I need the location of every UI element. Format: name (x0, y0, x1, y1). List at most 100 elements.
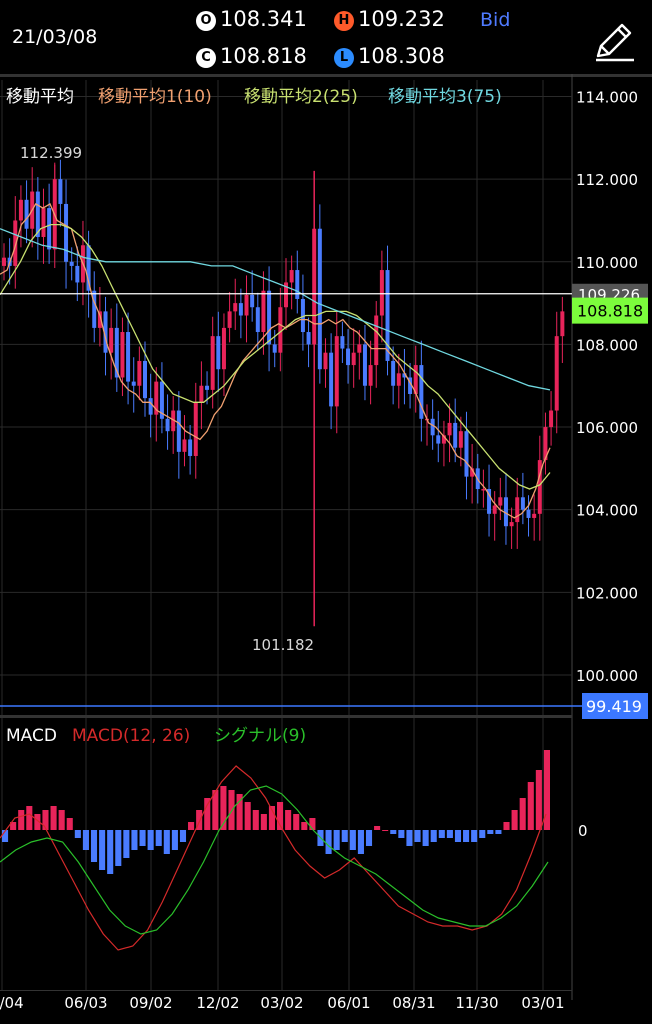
candle-body (126, 332, 131, 382)
ma-legend-item-1: 移動平均1(10) (98, 87, 212, 107)
macd-histogram-bar (301, 822, 308, 830)
candle-body (35, 191, 40, 237)
open-value: 108.341 (220, 7, 307, 31)
macd-histogram-bar (438, 830, 445, 838)
candle-body (227, 311, 232, 328)
macd-histogram-bar (26, 806, 33, 830)
lower-reference-label: 99.419 (586, 697, 642, 716)
candle-body (532, 513, 537, 518)
macd-legend-item-0: MACD (6, 726, 57, 746)
macd-histogram-bar (543, 750, 550, 830)
close-value: 108.818 (220, 44, 307, 68)
macd-line (0, 765, 547, 951)
candle-body (385, 270, 390, 361)
candle-body (154, 381, 159, 415)
macd-zero-label: 0 (578, 822, 588, 840)
low-annotation: 101.182 (252, 636, 314, 654)
macd-histogram-bar (228, 790, 235, 830)
candle-body (323, 352, 328, 370)
candle-body (267, 290, 272, 345)
candle-body (453, 422, 458, 448)
x-tick-label: 11/30 (455, 994, 498, 1012)
candle-body (481, 489, 486, 491)
close-badge: C (196, 48, 216, 68)
candle-body (329, 352, 334, 407)
candle-body (334, 336, 339, 407)
macd-histogram-bar (390, 830, 397, 834)
candle-body (109, 327, 114, 353)
macd-histogram-bar (406, 830, 413, 846)
x-tick-label: 06/03 (64, 994, 107, 1012)
macd-histogram-bar (471, 830, 478, 842)
candle-body (58, 179, 63, 204)
candle-body (199, 385, 204, 403)
candle-body (69, 261, 74, 266)
macd-histogram-bar (188, 822, 195, 830)
macd-histogram-bar (179, 830, 187, 842)
pencil-icon[interactable] (590, 16, 638, 64)
macd-histogram-bar (107, 830, 114, 874)
macd-histogram-bar (374, 826, 381, 830)
high-price: H 109.232 (334, 7, 445, 31)
candle-body (368, 365, 373, 386)
candle-body (340, 336, 345, 349)
candle-body (233, 303, 238, 312)
current-price-badge (572, 297, 648, 324)
candle-body (278, 307, 283, 353)
candle-body (13, 220, 18, 266)
current-price-label: 108.818 (577, 302, 643, 321)
macd-histogram-bar (50, 806, 57, 830)
candle-body (379, 270, 384, 316)
candle-body (357, 344, 362, 353)
y-tick-label: 104.000 (576, 502, 638, 520)
macd-histogram-bar (414, 830, 421, 842)
candle-body (103, 311, 108, 353)
candle-body (238, 303, 243, 316)
low-badge: L (334, 48, 354, 68)
high-annotation: 112.399 (20, 144, 82, 162)
candle-body (120, 332, 125, 378)
candle-body (216, 336, 221, 370)
macd-histogram-bar (196, 810, 203, 830)
macd-histogram-bar (212, 790, 219, 830)
candle-body (165, 418, 170, 432)
candle-body (526, 509, 531, 518)
candle-body (295, 270, 300, 299)
high-badge: H (334, 11, 354, 31)
candle-body (47, 208, 52, 250)
candle-body (205, 385, 210, 390)
macd-histogram-bar (123, 830, 130, 858)
candle-body (159, 381, 164, 419)
candle-body (64, 203, 69, 262)
candle-body (306, 332, 311, 345)
candle-body (171, 410, 176, 432)
candle-body (503, 497, 508, 527)
lower-reference-badge (582, 693, 648, 719)
y-tick-label: 106.000 (576, 419, 638, 437)
macd-histogram-bar (430, 830, 437, 842)
open-price: O 108.341 (196, 7, 307, 31)
candle-body (419, 365, 424, 419)
candle-body (137, 360, 142, 386)
candle-body (470, 468, 475, 477)
candle-body (75, 265, 80, 283)
candle-body (24, 199, 29, 229)
candle-body (391, 360, 396, 386)
candle-body (97, 311, 102, 328)
macd-histogram-bar (495, 830, 502, 834)
macd-histogram-bar (446, 830, 453, 838)
macd-histogram-bar (115, 830, 122, 866)
macd-histogram-bar (10, 822, 17, 830)
candle-body (413, 365, 418, 394)
macd-histogram-bar (147, 830, 154, 850)
price-type-bid[interactable]: Bid (480, 9, 511, 31)
candle-body (362, 344, 367, 386)
candle-body (261, 290, 266, 333)
candle-body (41, 208, 46, 237)
candle-body (250, 294, 255, 308)
macd-histogram-bar (139, 830, 146, 846)
macd-histogram-bar (293, 814, 300, 830)
candle-body (18, 199, 23, 221)
y-tick-label: 102.000 (576, 584, 638, 602)
